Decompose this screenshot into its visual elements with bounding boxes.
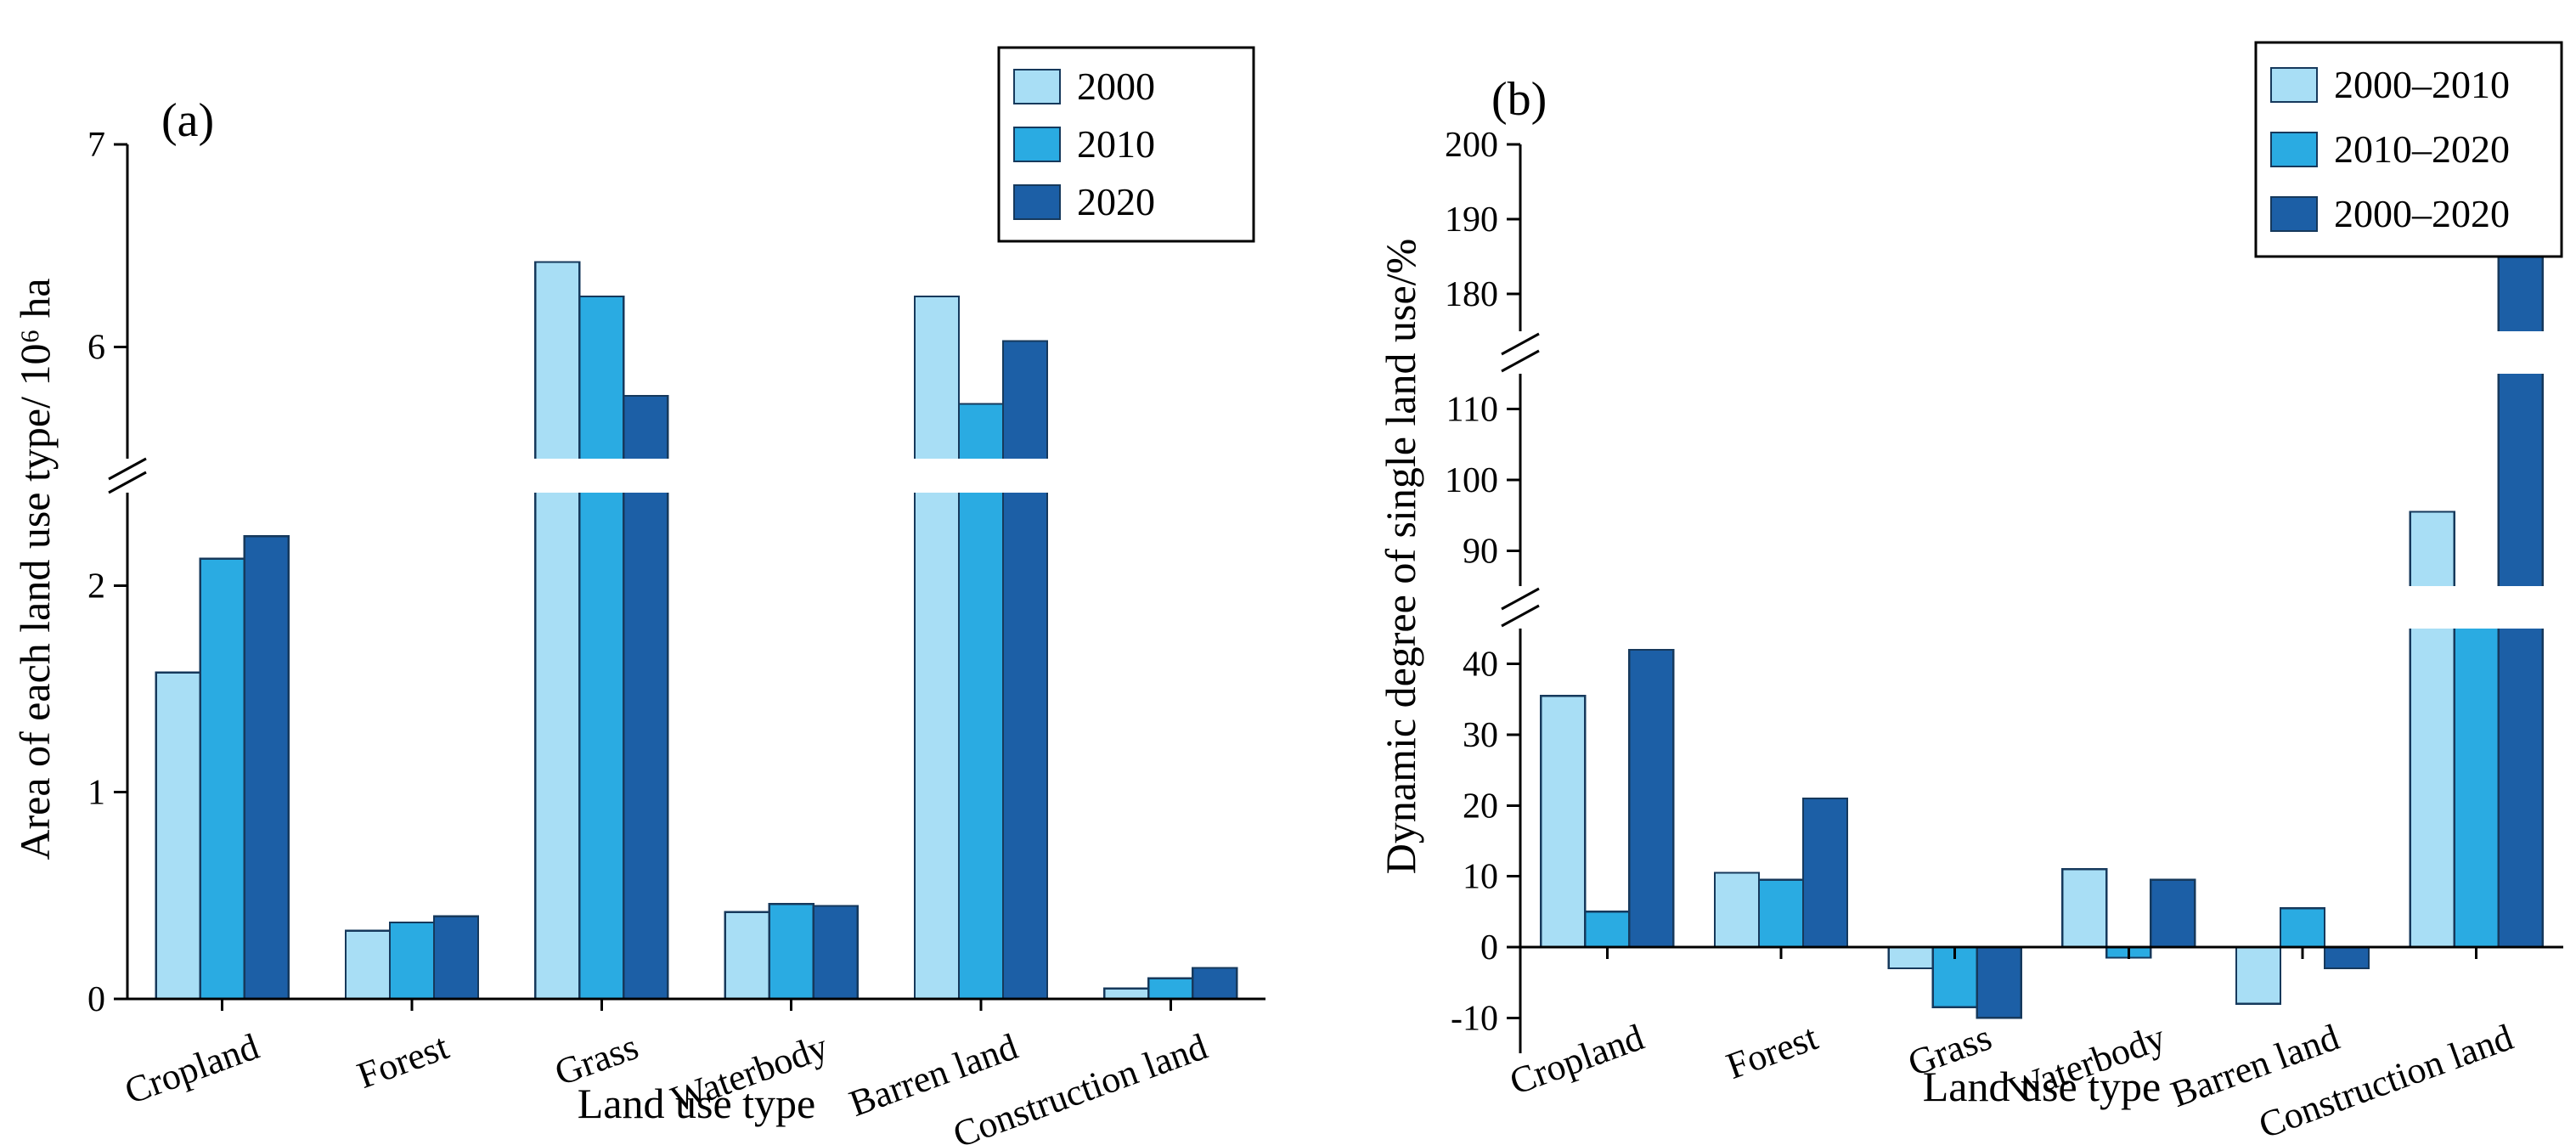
bar-2000-Construction land: [1103, 987, 1150, 1001]
bar-2010-Grass: [578, 295, 625, 1001]
legend-label: 2000–2010: [2334, 63, 2510, 106]
x-category-label: Forest: [352, 1025, 454, 1097]
legend-label: 2020: [1077, 180, 1155, 223]
y-tick-label: 180: [1445, 275, 1498, 314]
y-tick-label: 110: [1446, 391, 1498, 430]
y-tick-label: 2: [87, 567, 105, 606]
bar-2000-Forest: [344, 929, 392, 1001]
x-axis-title: Land use type: [1923, 1063, 2161, 1110]
y-tick-label: 0: [1480, 928, 1498, 967]
legend-swatch-2010–2020: [2270, 132, 2318, 167]
bar-2020-Construction land: [1192, 967, 1238, 1001]
bar-2010-Waterbody: [768, 902, 815, 1001]
legend-swatch-2000: [1013, 69, 1061, 104]
bar-2010–2020-Barren land: [2279, 906, 2326, 949]
y-tick-label: 90: [1463, 532, 1498, 571]
bar-2000–2020-Cropland: [1628, 648, 1675, 949]
legend-label: 2000: [1077, 65, 1155, 108]
y-tick-label: -10: [1451, 999, 1498, 1038]
x-axis-title: Land use type: [578, 1080, 815, 1127]
y-tick-label: 200: [1445, 126, 1498, 165]
bar-2010–2020-Cropland: [1584, 911, 1631, 949]
axis-break-band: [1522, 586, 2563, 629]
axis-break-mark: [108, 457, 147, 481]
bar-2000-Waterbody: [724, 911, 770, 1001]
panel-label: (b): [1491, 73, 1547, 126]
bar-2020-Grass: [623, 394, 669, 1001]
bar-2000–2010-Waterbody: [2061, 868, 2108, 949]
axis-break-mark: [108, 471, 147, 494]
y-tick-label: 1: [87, 774, 105, 813]
bar-2000–2020-Barren land: [2323, 945, 2370, 970]
bar-2000–2020-Waterbody: [2150, 878, 2196, 949]
bar-2000-Barren land: [913, 295, 961, 1001]
axis-break-band: [129, 459, 1265, 493]
bar-2020-Cropland: [243, 534, 290, 1001]
y-tick-label: 10: [1463, 858, 1498, 897]
y-tick-label: 6: [87, 329, 105, 368]
bar-2010-Cropland: [199, 557, 245, 1001]
axis-break-mark: [1501, 604, 1540, 628]
y-tick-label: 30: [1463, 716, 1498, 755]
bar-2000–2020-Grass: [1976, 945, 2022, 1019]
panel-label: (a): [161, 94, 214, 147]
bar-2000–2020-Forest: [1801, 797, 1849, 949]
bar-2000-Grass: [534, 261, 581, 1001]
bar-2000-Cropland: [155, 671, 201, 1001]
y-axis-title: Dynamic degree of single land use/%: [1377, 239, 1424, 874]
y-tick-label: 0: [87, 980, 105, 1019]
chart-panel-b: -10 0 10 20 30 40 90 100 110 180 190 200 Cropland For…: [1377, 41, 2563, 1145]
x-category-label: Cropland: [119, 1025, 264, 1112]
bar-2010-Construction land: [1147, 977, 1194, 1001]
legend-swatch-2020: [1013, 184, 1061, 220]
legend-swatch-2000–2010: [2270, 67, 2318, 103]
y-axis-title: Area of each land use type/ 10⁶ ha: [11, 278, 59, 860]
bar-2020-Waterbody: [812, 905, 859, 1001]
y-tick-label: 20: [1463, 787, 1498, 826]
legend-swatch-2010: [1013, 127, 1061, 162]
y-tick-label: 190: [1445, 200, 1498, 240]
y-tick-label: 7: [87, 126, 105, 165]
bar-2000–2010-Cropland: [1540, 694, 1587, 949]
bar-2010-Forest: [388, 921, 436, 1001]
axis-break-mark: [1501, 349, 1540, 373]
axis-break-band: [1522, 331, 2563, 374]
x-category-label: Forest: [1721, 1016, 1823, 1087]
bar-2000–2010-Grass: [1887, 945, 1934, 970]
bar-2010-Barren land: [957, 403, 1005, 1001]
legend-label: 2000–2020: [2334, 192, 2510, 235]
legend-swatch-2000–2020: [2270, 196, 2318, 232]
bar-2010–2020-Forest: [1757, 878, 1805, 949]
legend-label: 2010: [1077, 122, 1155, 166]
axis-break-mark: [1501, 587, 1540, 611]
bar-2000–2010-Barren land: [2235, 945, 2282, 1005]
bar-2010–2020-Construction land: [2453, 626, 2500, 949]
bar-2020-Forest: [432, 915, 480, 1001]
axis-break-mark: [1501, 332, 1540, 356]
legend-label: 2010–2020: [2334, 127, 2510, 171]
bar-2000–2010-Construction land: [2409, 510, 2455, 949]
y-tick-label: 40: [1463, 646, 1498, 685]
y-tick-label: 100: [1445, 461, 1498, 500]
bar-2000–2010-Forest: [1713, 871, 1761, 949]
x-category-label: Cropland: [1504, 1016, 1649, 1103]
bar-2020-Barren land: [1001, 340, 1049, 1001]
